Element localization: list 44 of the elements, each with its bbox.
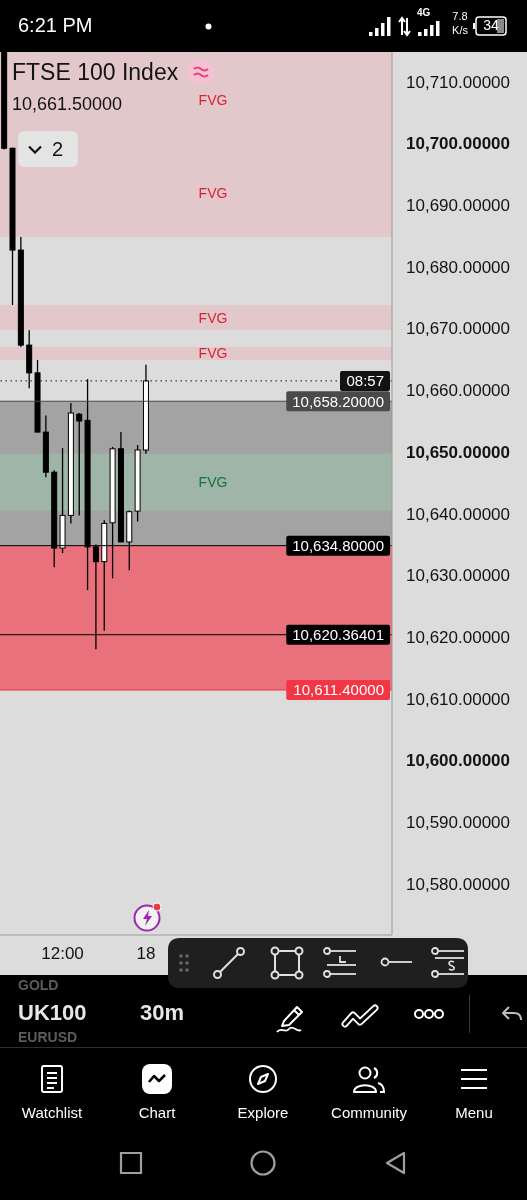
text: 10,661.50000: [12, 94, 123, 114]
text: 6:21 PM: [18, 14, 93, 36]
chart-title: FTSE 100 Index: [12, 59, 179, 85]
collapse-button: 2: [18, 131, 78, 167]
y-tick-label: 10,580.00000: [406, 874, 510, 894]
y-tick-label: 10,660.00000: [406, 381, 510, 401]
y-tick-label: 10,650.00000: [406, 442, 510, 462]
text: 34: [483, 17, 499, 33]
y-tick-label: 10,610.00000: [406, 689, 510, 709]
text: Explore: [237, 1104, 289, 1121]
text: K/s: [452, 24, 468, 36]
ref-line-label: 10,611.40000: [293, 681, 384, 699]
annotation: 08:57: [346, 371, 384, 389]
y-tick-label: 10,690.00000: [406, 195, 510, 215]
y-tick-label: 10,600.00000: [406, 751, 510, 771]
y-tick-label: 10,670.00000: [406, 319, 510, 339]
text: Community: [331, 1104, 407, 1121]
y-tick-label: 10,590.00000: [406, 813, 510, 833]
annotation: 2: [52, 137, 64, 160]
text: 4G: [417, 7, 431, 18]
text: Chart: [138, 1104, 176, 1121]
text: UK100: [18, 1000, 87, 1025]
text: Watchlist: [21, 1104, 83, 1121]
x-tick-label: 12:00: [41, 943, 84, 963]
text: 30m: [140, 1000, 185, 1025]
y-tick-label: 10,620.00000: [406, 627, 510, 647]
y-tick-label: 10,680.00000: [406, 257, 510, 277]
y-tick-label: 10,630.00000: [406, 566, 510, 586]
y-tick-label: 10,640.00000: [406, 504, 510, 524]
ref-line-label: 10,634.80000: [292, 536, 384, 554]
band-label: FVG: [198, 473, 228, 490]
y-tick-label: 10,700.00000: [406, 134, 510, 154]
text: 7.8: [452, 10, 468, 22]
ref-line-label: 10,620.36401: [292, 625, 384, 643]
band-label: FVG: [198, 184, 228, 201]
text: GOLD: [18, 977, 59, 993]
band-label: FVG: [198, 345, 228, 362]
x-tick-label: 18: [136, 943, 156, 963]
text: Menu: [455, 1104, 493, 1121]
text: EURUSD: [18, 1029, 78, 1045]
y-tick-label: 10,710.00000: [406, 72, 510, 92]
ref-line-label: 10,658.20000: [292, 392, 384, 410]
band-label: FVG: [198, 92, 228, 109]
band-label: FVG: [198, 309, 228, 326]
